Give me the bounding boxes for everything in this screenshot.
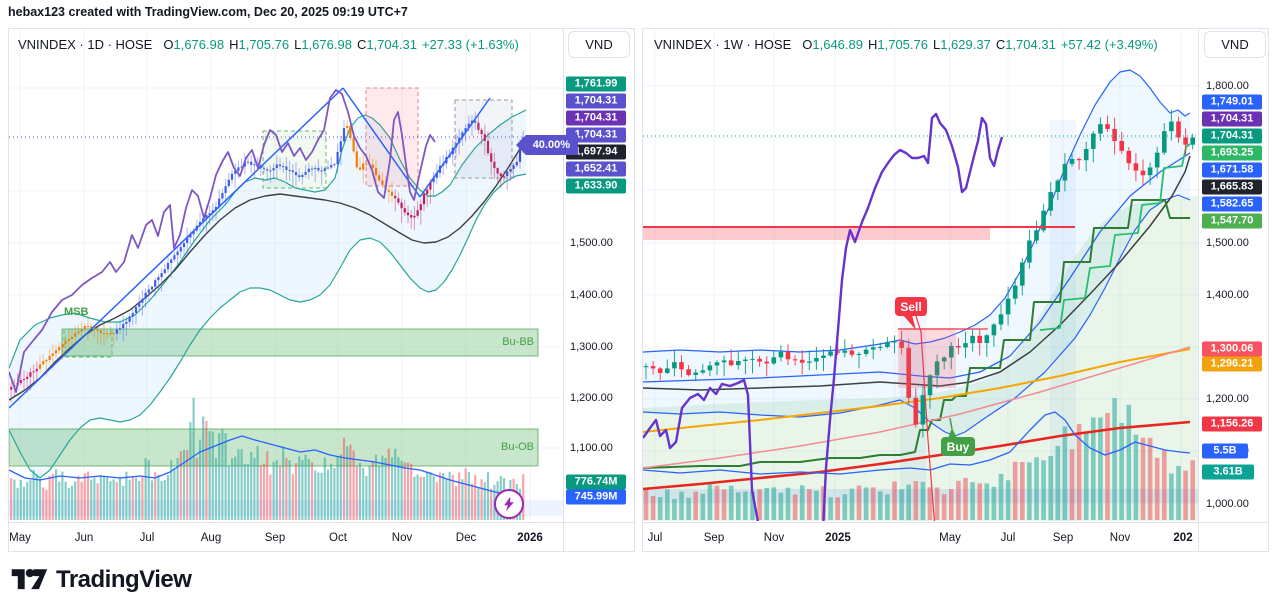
- axis-time-label: May: [939, 532, 961, 544]
- axis-time-label: Jul: [647, 532, 663, 544]
- axis-time-label: Sep: [264, 532, 286, 544]
- axis-price-label: 1,400.00: [1206, 289, 1249, 301]
- price-badge: 1,665.83: [1202, 179, 1262, 195]
- time-scale-separator: [642, 522, 1269, 523]
- volume-badge: 3.61B: [1202, 464, 1254, 480]
- price-badge: 1,652.41: [566, 161, 626, 177]
- price-scale-separator: [563, 28, 564, 552]
- axis-price-label: 1,500.00: [570, 237, 613, 249]
- change-value: +57.42 (+3.49%): [1060, 37, 1158, 52]
- price-badge: 1,693.25: [1202, 145, 1262, 161]
- axis-price-label: 1,000.00: [1206, 498, 1249, 510]
- axis-time-label: Jul: [139, 532, 155, 544]
- axis-time-label: Sep: [1052, 532, 1074, 544]
- tradingview-logo-text: TradingView: [56, 565, 192, 593]
- price-badge: 1,633.90: [566, 178, 626, 194]
- axis-time-label: 202: [1173, 532, 1193, 544]
- volume-badge: 5.5B: [1202, 443, 1248, 459]
- axis-price-label: 1,200.00: [1206, 393, 1249, 405]
- axis-time-label: Nov: [391, 532, 413, 544]
- axis-time-label: 2025: [825, 532, 851, 544]
- percent-callout: 40.00%: [516, 135, 578, 155]
- currency-button[interactable]: VND: [1204, 31, 1266, 58]
- tradingview-logo-icon: [10, 563, 48, 596]
- price-badge: 1,697.94: [566, 144, 626, 160]
- ohlc-value: O1,646.89: [802, 37, 863, 52]
- zone-label: Bu-OB: [500, 441, 534, 453]
- symbol-interval-label[interactable]: VNINDEX · 1W · HOSE: [654, 37, 792, 52]
- axis-time-label: 2026: [517, 532, 543, 544]
- ohlc-value: H1,705.76: [867, 37, 928, 52]
- price-badge: 1,749.01: [1202, 94, 1262, 110]
- price-badge: 1,704.31: [566, 110, 626, 126]
- price-badge: 1,547.70: [1202, 213, 1262, 229]
- change-value: +27.33 (+1.63%): [421, 37, 519, 52]
- price-badge: 1,704.31: [566, 127, 626, 143]
- axis-time-label: Dec: [455, 532, 477, 544]
- price-badge: 1,300.06: [1202, 341, 1262, 357]
- ohlc-value: H1,705.76: [229, 37, 290, 52]
- sell-badge: Sell: [895, 297, 927, 316]
- price-badge: 1,704.31: [1202, 128, 1262, 144]
- msb-label: MSB: [64, 306, 89, 318]
- volume-badge: 745.99M: [566, 489, 626, 505]
- currency-button[interactable]: VND: [568, 31, 630, 58]
- axis-time-label: Nov: [1109, 532, 1131, 544]
- axis-price-label: 1,400.00: [570, 289, 613, 301]
- axis-time-label: Aug: [200, 532, 222, 544]
- price-badge: 1,296.21: [1202, 356, 1262, 372]
- attribution: hebax123 created with TradingView.com, D…: [8, 5, 408, 19]
- price-badge: 1,761.99: [566, 76, 626, 92]
- time-scale-separator: [8, 522, 635, 523]
- panel-weekly: [642, 28, 1269, 552]
- price-scale-separator: [1198, 28, 1199, 552]
- ohlc-value: L1,676.98: [294, 37, 352, 52]
- axis-time-label: Jun: [74, 532, 94, 544]
- price-badge: 1,704.31: [566, 93, 626, 109]
- tradingview-logo[interactable]: TradingView: [10, 563, 192, 596]
- symbol-legend: VNINDEX · 1W · HOSE O1,646.89 H1,705.76 L1,…: [654, 37, 1158, 52]
- volume-badge: 776.74M: [566, 474, 626, 490]
- symbol-interval-label[interactable]: VNINDEX · 1D · HOSE: [18, 37, 153, 52]
- symbol-legend: VNINDEX · 1D · HOSE O1,676.98 H1,705.76 L1,…: [18, 37, 519, 52]
- axis-price-label: 1,300.00: [570, 341, 613, 353]
- axis-time-label: Jul: [1000, 532, 1016, 544]
- ohlc-value: O1,676.98: [163, 37, 225, 52]
- price-badge: 1,671.58: [1202, 162, 1262, 178]
- ohlc-value: C1,704.31: [995, 37, 1056, 52]
- axis-time-label: Oct: [329, 532, 347, 544]
- price-badge: 1,704.31: [1202, 111, 1262, 127]
- axis-price-label: 1,500.00: [1206, 237, 1249, 249]
- price-badge: 1,582.65: [1202, 196, 1262, 212]
- axis-price-label: 1,800.00: [1206, 80, 1249, 92]
- price-badge: 1,156.26: [1202, 416, 1262, 432]
- axis-time-label: Sep: [703, 532, 725, 544]
- zone-label: Bu-BB: [502, 336, 534, 348]
- axis-time-label: May: [9, 532, 31, 544]
- ohlc-value: C1,704.31: [356, 37, 417, 52]
- axis-time-label: Nov: [763, 532, 785, 544]
- lightning-icon: [494, 489, 524, 519]
- ohlc-value: L1,629.37: [932, 37, 991, 52]
- buy-badge: Buy: [941, 437, 975, 456]
- axis-price-label: 1,100.00: [570, 442, 613, 454]
- axis-price-label: 1,200.00: [570, 392, 613, 404]
- panel-daily: [8, 28, 635, 552]
